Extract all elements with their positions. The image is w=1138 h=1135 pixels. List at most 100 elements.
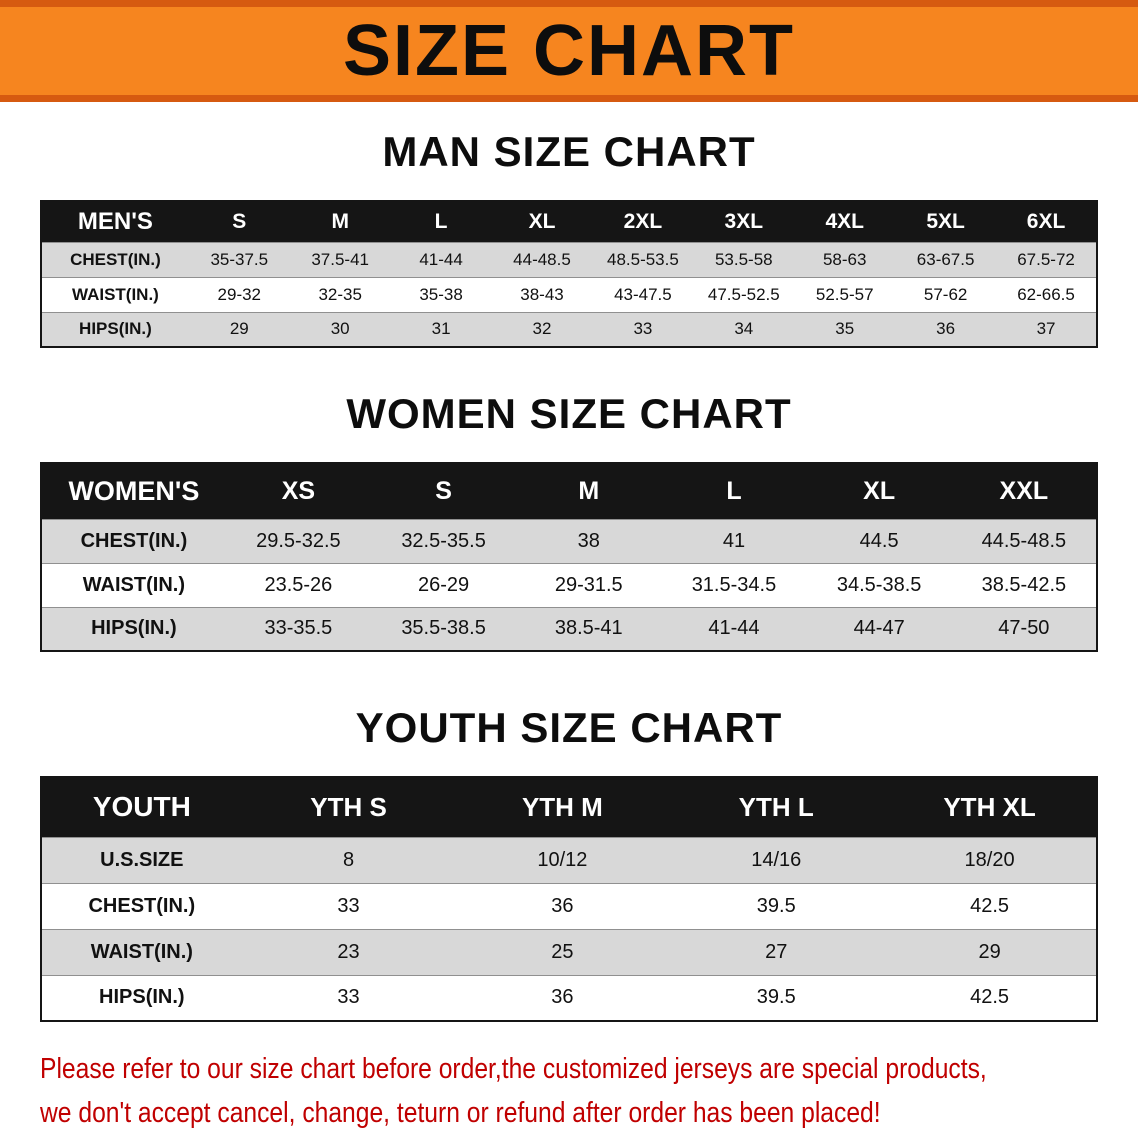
row-label-cell: HIPS(IN.) bbox=[41, 607, 226, 651]
size-value-cell: 63-67.5 bbox=[895, 242, 996, 277]
men-size-column-header: 5XL bbox=[895, 201, 996, 242]
women-size-column-header: XS bbox=[226, 463, 371, 519]
row-label-cell: WAIST(IN.) bbox=[41, 929, 242, 975]
men-size-column-header: S bbox=[189, 201, 290, 242]
size-value-cell: 53.5-58 bbox=[693, 242, 794, 277]
size-value-cell: 38.5-41 bbox=[516, 607, 661, 651]
women-size-column-header: M bbox=[516, 463, 661, 519]
row-label-cell: CHEST(IN.) bbox=[41, 883, 242, 929]
women-size-column-header: L bbox=[661, 463, 806, 519]
size-value-cell: 30 bbox=[290, 312, 391, 347]
size-value-cell: 36 bbox=[895, 312, 996, 347]
size-value-cell: 67.5-72 bbox=[996, 242, 1097, 277]
size-value-cell: 41 bbox=[661, 519, 806, 563]
size-value-cell: 10/12 bbox=[455, 837, 669, 883]
size-value-cell: 33 bbox=[242, 975, 456, 1021]
women-section-heading: WOMEN SIZE CHART bbox=[0, 390, 1138, 438]
size-value-cell: 39.5 bbox=[669, 883, 883, 929]
size-value-cell: 44.5 bbox=[807, 519, 952, 563]
size-value-cell: 33 bbox=[592, 312, 693, 347]
youth-size-column-header: YTH XL bbox=[883, 777, 1097, 837]
size-value-cell: 42.5 bbox=[883, 975, 1097, 1021]
size-value-cell: 44-47 bbox=[807, 607, 952, 651]
size-value-cell: 34 bbox=[693, 312, 794, 347]
notice-line-2: we don't accept cancel, change, teturn o… bbox=[40, 1092, 939, 1135]
row-label-cell: CHEST(IN.) bbox=[41, 519, 226, 563]
size-value-cell: 29.5-32.5 bbox=[226, 519, 371, 563]
youth-size-column-header: YTH M bbox=[455, 777, 669, 837]
size-value-cell: 47.5-52.5 bbox=[693, 277, 794, 312]
size-value-cell: 57-62 bbox=[895, 277, 996, 312]
notice-line-1: Please refer to our size chart before or… bbox=[40, 1048, 939, 1092]
row-label-cell: WAIST(IN.) bbox=[41, 277, 189, 312]
size-value-cell: 8 bbox=[242, 837, 456, 883]
size-value-cell: 58-63 bbox=[794, 242, 895, 277]
size-value-cell: 36 bbox=[455, 883, 669, 929]
size-value-cell: 44.5-48.5 bbox=[952, 519, 1097, 563]
title-banner: SIZE CHART bbox=[0, 0, 1138, 102]
size-value-cell: 14/16 bbox=[669, 837, 883, 883]
size-value-cell: 29-31.5 bbox=[516, 563, 661, 607]
men-size-column-header: 3XL bbox=[693, 201, 794, 242]
men-size-column-header: 4XL bbox=[794, 201, 895, 242]
size-value-cell: 38-43 bbox=[492, 277, 593, 312]
size-value-cell: 29 bbox=[883, 929, 1097, 975]
men-size-column-header: L bbox=[391, 201, 492, 242]
size-value-cell: 32 bbox=[492, 312, 593, 347]
men-table-title-cell: MEN'S bbox=[41, 201, 189, 242]
size-value-cell: 33 bbox=[242, 883, 456, 929]
youth-table-title-cell: YOUTH bbox=[41, 777, 242, 837]
size-value-cell: 29 bbox=[189, 312, 290, 347]
size-value-cell: 35.5-38.5 bbox=[371, 607, 516, 651]
men-size-column-header: 6XL bbox=[996, 201, 1097, 242]
size-value-cell: 27 bbox=[669, 929, 883, 975]
size-value-cell: 26-29 bbox=[371, 563, 516, 607]
men-size-column-header: M bbox=[290, 201, 391, 242]
size-value-cell: 36 bbox=[455, 975, 669, 1021]
size-value-cell: 39.5 bbox=[669, 975, 883, 1021]
size-value-cell: 47-50 bbox=[952, 607, 1097, 651]
size-value-cell: 35-37.5 bbox=[189, 242, 290, 277]
size-value-cell: 38.5-42.5 bbox=[952, 563, 1097, 607]
women-size-column-header: XL bbox=[807, 463, 952, 519]
size-value-cell: 62-66.5 bbox=[996, 277, 1097, 312]
size-value-cell: 25 bbox=[455, 929, 669, 975]
women-size-column-header: XXL bbox=[952, 463, 1097, 519]
size-value-cell: 32-35 bbox=[290, 277, 391, 312]
size-value-cell: 41-44 bbox=[391, 242, 492, 277]
size-value-cell: 38 bbox=[516, 519, 661, 563]
size-value-cell: 41-44 bbox=[661, 607, 806, 651]
women-size-column-header: S bbox=[371, 463, 516, 519]
row-label-cell: CHEST(IN.) bbox=[41, 242, 189, 277]
size-value-cell: 35-38 bbox=[391, 277, 492, 312]
row-label-cell: WAIST(IN.) bbox=[41, 563, 226, 607]
size-value-cell: 33-35.5 bbox=[226, 607, 371, 651]
size-value-cell: 34.5-38.5 bbox=[807, 563, 952, 607]
size-value-cell: 32.5-35.5 bbox=[371, 519, 516, 563]
men-section-heading: MAN SIZE CHART bbox=[0, 128, 1138, 176]
size-value-cell: 37 bbox=[996, 312, 1097, 347]
men-size-column-header: XL bbox=[492, 201, 593, 242]
size-value-cell: 43-47.5 bbox=[592, 277, 693, 312]
row-label-cell: HIPS(IN.) bbox=[41, 312, 189, 347]
size-value-cell: 48.5-53.5 bbox=[592, 242, 693, 277]
size-value-cell: 23.5-26 bbox=[226, 563, 371, 607]
women-table-title-cell: WOMEN'S bbox=[41, 463, 226, 519]
page-title: SIZE CHART bbox=[343, 15, 795, 87]
